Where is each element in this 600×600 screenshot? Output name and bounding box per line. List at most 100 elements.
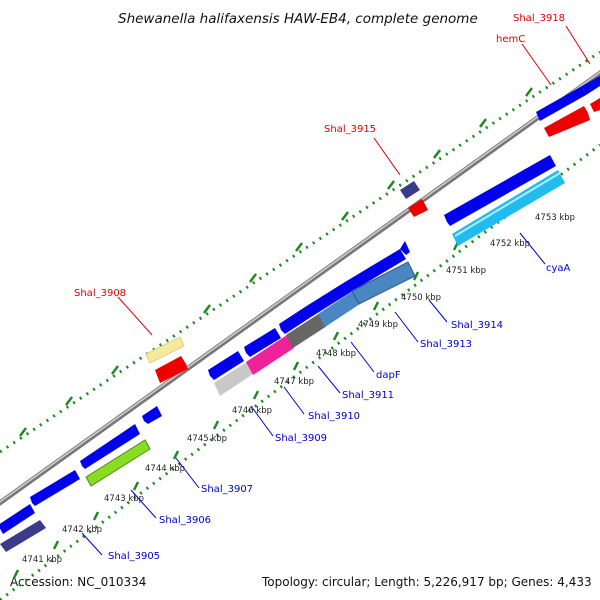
feature-shal-3918-gene[interactable] <box>582 76 600 95</box>
feature-cyaa-cds[interactable] <box>452 170 565 246</box>
feature-hemc-cds[interactable] <box>544 106 590 137</box>
gene-label-hemc[interactable]: hemC <box>496 34 525 45</box>
forward-labels: Shal_3908 Shal_3915 hemC Shal_3918 <box>74 13 565 299</box>
feature-cyaa-gene[interactable] <box>444 155 556 226</box>
feature-shal-3910-gene[interactable] <box>208 351 244 380</box>
gene-label-shal-3905[interactable]: Shal_3905 <box>108 551 160 562</box>
feature-shal-3913-cds[interactable] <box>351 261 416 305</box>
tick-label: 4744 kbp <box>145 464 185 474</box>
genome-summary-text: Topology: circular; Length: 5,226,917 bp… <box>261 575 592 589</box>
callout-line <box>317 365 341 394</box>
feature-shal-3918-cds[interactable] <box>590 98 600 112</box>
genome-backbone <box>0 70 600 506</box>
callout-line <box>428 299 448 323</box>
forward-callout-lines <box>117 25 591 336</box>
callout-line <box>175 457 200 489</box>
callout-line <box>117 296 153 336</box>
tick-label: 4747 kbp <box>274 377 314 387</box>
reverse-callout-lines <box>81 232 546 556</box>
feature-shal-3915-cds[interactable] <box>408 199 428 217</box>
major-tick <box>92 511 100 521</box>
callout-line <box>521 43 552 86</box>
gene-label-shal-3911[interactable]: Shal_3911 <box>342 390 394 401</box>
tick-label: 4751 kbp <box>446 266 486 276</box>
feature-shal-3914-gene[interactable] <box>345 249 406 292</box>
gene-label-dapf[interactable]: dapF <box>376 370 401 381</box>
feature-shal-3915-gene[interactable] <box>400 181 420 199</box>
callout-line <box>394 311 419 343</box>
major-tick <box>52 540 60 550</box>
callout-line <box>565 25 591 65</box>
feature-shal-3906-gene[interactable] <box>30 470 80 506</box>
major-tick <box>387 180 395 190</box>
major-tick <box>12 569 20 579</box>
reverse-strand-features <box>0 155 565 552</box>
gene-label-shal-3908[interactable]: Shal_3908 <box>74 288 126 299</box>
major-tick <box>172 450 180 460</box>
tick-label: 4742 kbp <box>62 525 102 535</box>
gene-label-cyaa[interactable]: cyaA <box>546 263 571 274</box>
feature-shal-3907-cds[interactable] <box>85 439 151 487</box>
feature-cyaa-cds-highlight <box>454 172 561 237</box>
gene-label-shal-3915[interactable]: Shal_3915 <box>324 124 376 135</box>
major-ticks-outer <box>19 87 533 437</box>
major-tick <box>203 304 211 314</box>
tick-label: 4749 kbp <box>358 320 398 330</box>
tick-label: 4750 kbp <box>401 293 441 303</box>
feature-dapf-cds[interactable] <box>318 289 363 327</box>
callout-line <box>373 137 401 176</box>
major-tick <box>19 427 27 437</box>
feature-shal-3908-cds[interactable] <box>155 356 188 383</box>
feature-shal-3909-cds[interactable] <box>214 360 256 396</box>
gene-label-shal-3914[interactable]: Shal_3914 <box>451 320 503 331</box>
major-tick <box>412 271 420 281</box>
callout-line <box>283 386 305 415</box>
callout-line <box>519 232 546 265</box>
outer-scale-line <box>0 50 600 454</box>
gene-label-shal-3909[interactable]: Shal_3909 <box>275 433 327 444</box>
feature-shal-3911-gene[interactable] <box>244 328 281 357</box>
major-tick <box>252 390 260 400</box>
major-tick <box>132 481 140 491</box>
major-tick <box>65 396 73 406</box>
feature-shal-3908-gene[interactable] <box>145 336 185 364</box>
gene-label-shal-3907[interactable]: Shal_3907 <box>201 484 253 495</box>
feature-shal-3913-gene[interactable] <box>305 282 351 317</box>
callout-line <box>130 489 157 519</box>
feature-shal-3914-tail[interactable] <box>400 241 410 255</box>
callout-line <box>81 532 103 556</box>
tick-label: 4741 kbp <box>22 555 62 565</box>
major-tick <box>295 242 303 252</box>
gene-label-shal-3913[interactable]: Shal_3913 <box>420 339 472 350</box>
tick-labels: 4741 kbp 4742 kbp 4743 kbp 4744 kbp 4745… <box>22 213 575 565</box>
feature-shal-3910-cds[interactable] <box>246 335 294 375</box>
feature-shal-3911-cds[interactable] <box>286 313 327 348</box>
gene-label-shal-3906[interactable]: Shal_3906 <box>159 515 211 526</box>
forward-strand-features <box>145 76 600 383</box>
map-title: Shewanella halifaxensis HAW-EB4, complet… <box>118 11 478 27</box>
feature-dapf-gene[interactable] <box>279 307 311 334</box>
gene-label-shal-3918[interactable]: Shal_3918 <box>513 13 565 24</box>
genome-backbone-highlight <box>0 71 600 503</box>
major-tick <box>525 87 533 97</box>
major-tick <box>292 361 300 371</box>
feature-shal-3905-cds[interactable] <box>0 520 46 552</box>
major-tick <box>341 211 349 221</box>
accession-text: Accession: NC_010334 <box>10 575 146 589</box>
feature-shal-3905-gene[interactable] <box>0 504 35 534</box>
feature-hemc-gene[interactable] <box>536 86 586 121</box>
major-tick <box>249 273 257 283</box>
gene-label-shal-3910[interactable]: Shal_3910 <box>308 411 360 422</box>
tick-label: 4743 kbp <box>104 494 144 504</box>
major-ticks-inner <box>12 212 500 579</box>
tick-label: 4753 kbp <box>535 213 575 223</box>
feature-shal-3909-gene[interactable] <box>142 406 162 424</box>
major-tick <box>111 365 119 375</box>
tick-label: 4752 kbp <box>490 239 530 249</box>
major-tick <box>372 301 380 311</box>
callout-line <box>350 341 375 373</box>
feature-shal-3907-gene[interactable] <box>80 424 140 469</box>
major-tick <box>433 149 441 159</box>
